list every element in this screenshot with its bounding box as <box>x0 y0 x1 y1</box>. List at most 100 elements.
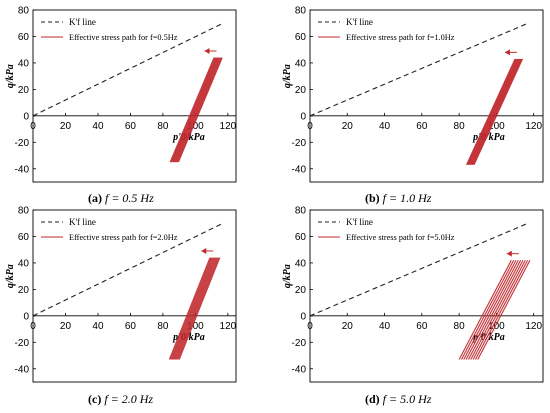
stress-path-loop <box>466 58 517 166</box>
stress-path-loop <box>470 58 521 166</box>
stress-path-loop <box>468 58 519 166</box>
plot-frame <box>32 9 237 183</box>
x-axis-label: p'0/kPa <box>472 332 505 343</box>
stress-path-loop <box>470 259 524 360</box>
legend-path-label: Effective stress path for f=2.0Hz <box>69 233 178 242</box>
stress-path-loop <box>172 57 218 163</box>
x-tick-label: 120 <box>525 121 542 132</box>
x-tick-label: 60 <box>416 321 428 332</box>
y-tick-label: -20 <box>292 138 307 149</box>
y-tick-label: 80 <box>18 206 30 217</box>
caption-c: (c) f = 2.0 Hz <box>88 392 153 407</box>
caption-a: (a) f = 0.5 Hz <box>88 191 154 206</box>
y-tick-label: 40 <box>18 258 30 269</box>
x-tick-label: 100 <box>488 321 505 332</box>
y-tick-label: 60 <box>18 32 30 43</box>
stress-path-loop <box>171 57 217 163</box>
caption-c-letter: (c) <box>88 392 102 406</box>
y-tick-label: 80 <box>18 6 30 17</box>
y-tick-label: 60 <box>295 232 307 243</box>
y-tick-label: 20 <box>295 85 307 96</box>
stress-path-loop <box>463 259 517 360</box>
stress-path-loop <box>467 58 518 166</box>
stress-path-loop <box>176 257 218 360</box>
y-tick-label: 0 <box>300 311 306 322</box>
y-tick-label: 40 <box>295 258 307 269</box>
stress-path-loop <box>469 58 520 166</box>
x-tick-label: 20 <box>342 321 354 332</box>
y-axis-label: q/kPa <box>282 264 293 288</box>
direction-arrowhead <box>204 48 210 55</box>
legend-kf-label: K'f line <box>346 17 373 27</box>
x-tick-label: 100 <box>187 121 204 132</box>
y-tick-label: -20 <box>292 338 307 349</box>
x-tick-label: 120 <box>220 321 237 332</box>
plot-frame <box>309 209 544 383</box>
y-tick-label: -20 <box>15 138 30 149</box>
x-tick-label: 0 <box>30 321 36 332</box>
x-tick-label: 40 <box>379 121 391 132</box>
chart-panel-a: -40-20020406080020406080100120q/kPap'0/k… <box>5 6 237 183</box>
x-tick-label: 20 <box>60 321 72 332</box>
x-tick-label: 60 <box>125 321 137 332</box>
x-tick-label: 100 <box>187 321 204 332</box>
y-tick-label: 60 <box>295 32 307 43</box>
stress-path-loop <box>465 259 519 360</box>
y-axis-label: q/kPa <box>5 264 16 288</box>
y-axis-label: q/kPa <box>282 64 293 88</box>
stress-path-loop <box>173 57 219 163</box>
stress-path-loop <box>177 257 220 360</box>
stress-path-loop <box>466 58 516 166</box>
caption-d: (d) f = 5.0 Hz <box>365 392 431 407</box>
legend-path-label: Effective stress path for f=5.0Hz <box>346 233 455 242</box>
y-tick-label: 40 <box>18 58 30 69</box>
stress-path-loop <box>168 257 211 360</box>
stress-path-loop <box>172 257 215 360</box>
kf-line <box>32 22 224 117</box>
y-tick-label: 0 <box>300 111 306 122</box>
direction-arrowhead <box>506 250 512 257</box>
stress-path-loop <box>472 58 523 166</box>
caption-d-letter: (d) <box>365 392 380 406</box>
plot-frame <box>309 9 544 183</box>
y-tick-label: -40 <box>292 164 307 175</box>
x-tick-label: 0 <box>307 121 313 132</box>
x-axis-label: p'0/kPa <box>472 132 505 143</box>
x-tick-label: 0 <box>30 121 36 132</box>
x-tick-label: 40 <box>92 321 104 332</box>
kf-line <box>309 22 529 117</box>
x-tick-label: 100 <box>488 121 505 132</box>
y-tick-label: -40 <box>292 364 307 375</box>
caption-b-text: f = 1.0 Hz <box>382 191 432 205</box>
y-tick-label: 0 <box>23 311 29 322</box>
stress-path-loop <box>173 257 216 360</box>
caption-c-text: f = 2.0 Hz <box>104 392 154 406</box>
stress-path-loop <box>467 259 522 360</box>
stress-path-loop <box>477 259 531 360</box>
stress-path-loop <box>458 259 512 360</box>
stress-path-loop <box>174 57 220 163</box>
stress-path-loop <box>176 57 222 163</box>
legend-path-label: Effective stress path for f=0.5Hz <box>69 33 178 42</box>
chart-panel-d: -40-20020406080020406080100120q/kPap'0/k… <box>282 206 544 383</box>
legend-kf-label: K'f line <box>69 217 96 227</box>
stress-path-loop <box>473 58 524 166</box>
caption-b: (b) f = 1.0 Hz <box>365 191 431 206</box>
direction-arrowhead <box>504 49 510 56</box>
stress-path-loop <box>460 259 515 360</box>
y-tick-label: 20 <box>295 285 307 296</box>
stress-path-loop <box>171 257 214 360</box>
direction-arrowhead <box>201 248 207 255</box>
x-tick-label: 40 <box>92 121 104 132</box>
stress-path-loop <box>169 57 215 163</box>
y-tick-label: -20 <box>15 338 30 349</box>
x-tick-label: 80 <box>157 321 169 332</box>
stress-path-loop <box>178 257 221 360</box>
kf-line <box>32 222 224 317</box>
x-tick-label: 20 <box>342 121 354 132</box>
y-tick-label: 80 <box>295 6 307 17</box>
caption-b-letter: (b) <box>365 191 380 205</box>
x-tick-label: 20 <box>60 121 72 132</box>
